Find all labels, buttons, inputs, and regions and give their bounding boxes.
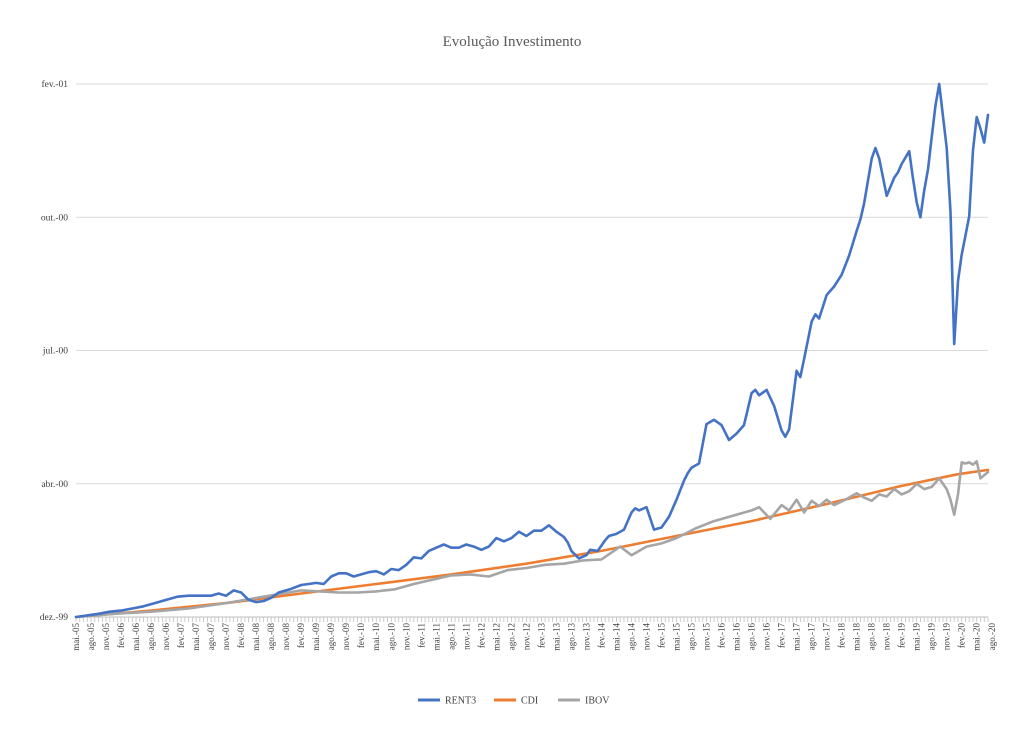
x-tick-label: nov.-11: [461, 623, 471, 650]
grid-lines: [76, 83, 988, 618]
x-tick-label: nov.-07: [221, 623, 231, 651]
x-tick-label: nov.-15: [702, 623, 712, 651]
x-tick-label: ago.-19: [927, 623, 937, 651]
series-lines: [74, 82, 990, 619]
y-tick-label: dez.-99: [40, 613, 68, 623]
x-tick-label: nov.-17: [822, 623, 832, 651]
x-tick-label: nov.-05: [101, 623, 111, 651]
x-tick-label: nov.-16: [762, 623, 772, 651]
legend-label-cdi: CDI: [521, 696, 538, 707]
x-tick-label: mai.-20: [972, 623, 982, 651]
x-tick-label: mai.-15: [671, 623, 681, 651]
x-tick-label: ago.-14: [626, 623, 636, 651]
chart-title: Evolução Investimento: [442, 34, 582, 50]
x-axis: mai.-05 ago.-05 nov.-05 fev.-06 mai.-06 ago.-…: [71, 616, 997, 651]
x-tick-label: ago.-06: [146, 623, 156, 651]
x-tick-label: fev.-20: [957, 623, 967, 649]
x-tick-label: mai.-19: [912, 623, 922, 651]
x-tick-label: mai.-11: [431, 623, 441, 650]
x-tick-label: fev.-16: [717, 623, 727, 649]
x-tick-label: fev.-13: [536, 623, 546, 649]
x-tick-label: fev.-11: [416, 623, 426, 648]
y-tick-label: jul.-00: [42, 347, 68, 357]
y-axis-tick-labels: dez.-99 abr.-00 jul.-00 out.-00 fev.-01: [40, 79, 68, 623]
x-tick-label: nov.-19: [942, 623, 952, 651]
x-tick-label: mai.-05: [71, 623, 81, 651]
x-tick-label: ago.-09: [326, 623, 336, 651]
x-tick-label: fev.-17: [777, 623, 787, 649]
x-tick-label: ago.-17: [807, 623, 817, 651]
legend: RENT3 CDI IBOV: [418, 696, 610, 707]
x-tick-label: mai.-16: [732, 623, 742, 651]
x-tick-label: fev.-12: [476, 623, 486, 648]
x-tick-label: nov.-12: [521, 623, 531, 650]
series-line-rent3: [74, 82, 990, 619]
y-tick-label: fev.-01: [41, 79, 68, 90]
x-tick-label: mai.-10: [371, 623, 381, 651]
x-tick-label: ago.-05: [86, 623, 96, 651]
x-tick-label: mai.-18: [852, 623, 862, 651]
x-tick-label: ago.-07: [206, 623, 216, 651]
x-tick-label: mai.-08: [251, 623, 261, 651]
x-tick-label: fev.-18: [837, 623, 847, 649]
x-tick-label: ago.-13: [566, 623, 576, 651]
x-tick-label: nov.-14: [641, 623, 651, 651]
x-tick-label: fev.-19: [897, 623, 907, 649]
x-tick-label: ago.-12: [506, 623, 516, 650]
legend-label-rent3: RENT3: [445, 696, 476, 707]
x-tick-label: fev.-14: [596, 623, 606, 649]
x-tick-label: mai.-06: [131, 623, 141, 651]
x-tick-label: nov.-09: [341, 623, 351, 651]
x-tick-label: mai.-09: [311, 623, 321, 651]
series-line-ibov: [74, 460, 990, 619]
x-tick-label: ago.-11: [446, 623, 456, 650]
x-tick-label: fev.-15: [656, 623, 666, 649]
x-tick-label: ago.-15: [687, 623, 697, 651]
x-tick-label: ago.-16: [747, 623, 757, 651]
x-tick-label: nov.-06: [161, 623, 171, 651]
y-tick-label: out.-00: [41, 213, 68, 223]
x-tick-label: mai.-07: [191, 623, 201, 651]
x-tick-label: ago.-10: [386, 623, 396, 651]
x-tick-label: nov.-18: [882, 623, 892, 651]
x-tick-label: nov.-08: [281, 623, 291, 651]
x-tick-label: ago.-18: [867, 623, 877, 651]
x-tick-label: ago.-08: [266, 623, 276, 651]
x-tick-label: mai.-12: [491, 623, 501, 651]
x-tick-label: nov.-13: [581, 623, 591, 651]
x-tick-label: mai.-14: [611, 623, 621, 651]
x-tick-label: fev.-09: [296, 623, 306, 649]
x-tick-label: fev.-06: [116, 623, 126, 649]
x-tick-label: fev.-07: [176, 623, 186, 649]
x-tick-label: mai.-13: [551, 623, 561, 651]
y-tick-label: abr.-00: [41, 480, 68, 490]
x-tick-label: mai.-17: [792, 623, 802, 651]
x-tick-label: fev.-10: [356, 623, 366, 649]
x-tick-label: ago.-20: [987, 623, 997, 651]
legend-label-ibov: IBOV: [585, 696, 610, 707]
x-tick-label: fev.-08: [236, 623, 246, 649]
x-tick-label: nov.-10: [401, 623, 411, 651]
